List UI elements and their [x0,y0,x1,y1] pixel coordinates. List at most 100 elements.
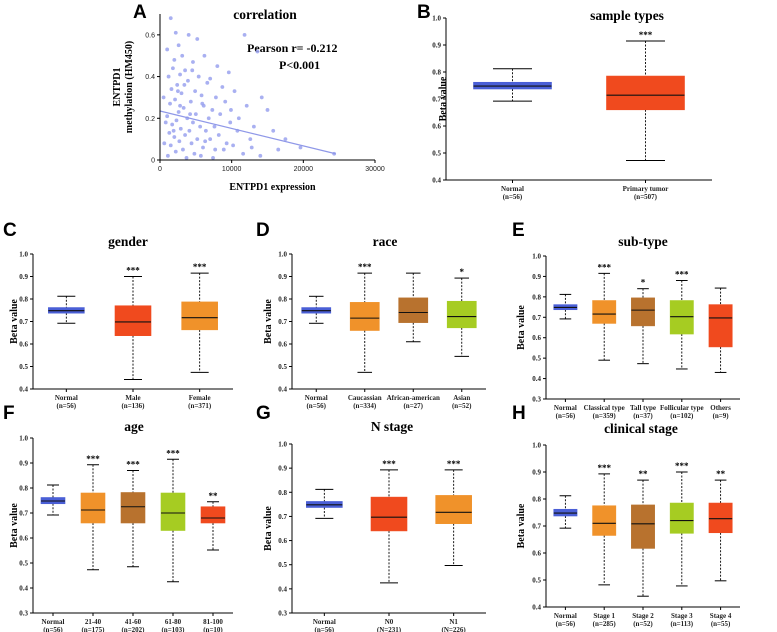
y-tick-label: 0.9 [432,42,441,50]
iqr-box [349,302,380,331]
category-label: Others [710,404,731,412]
scatter-point [213,147,218,152]
significance-marker: ** [716,469,726,479]
scatter-point [232,89,237,94]
box-group: *** Male(n=136) [114,266,152,410]
scatter-point [223,99,228,104]
y-tick-label: 0.6 [532,550,541,558]
category-count: (n=102) [670,412,694,420]
category-label: Normal [554,612,577,620]
scatter-point [208,137,213,142]
y-axis-label: Beta value [516,503,527,548]
y-tick-label: 0.9 [19,273,28,281]
box-group: Normal(n=56) [301,295,332,410]
scatter-point [229,108,233,112]
category-count: (n=334) [353,402,377,410]
y-tick-label: 0.8 [432,69,441,77]
scatter-point [169,87,174,91]
scatter-point [244,103,249,108]
significance-marker: ** [639,469,649,479]
scatter-point [186,78,190,83]
category-count: (n=52) [633,620,653,628]
scatter-point [249,145,254,150]
scatter-point [165,114,170,119]
y-tick-label: 0.5 [278,561,287,569]
category-label: Classical type [584,404,625,412]
scatter-point [173,30,178,35]
significance-marker: *** [382,459,396,469]
box-group: *** 61-80(n=103) [160,448,186,632]
y-tick-label: 0.6 [19,535,28,543]
category-count: (n=103) [161,626,185,632]
box-group: *** Female(n=371) [181,262,218,410]
y-tick-label: 0.7 [532,523,541,531]
scatter-point [271,128,276,133]
y-axis-label: Beta value [263,299,274,344]
panel-title: race [373,234,398,249]
panel-g: G N stage 0.3 0.4 0.5 0.6 0.7 0.8 0.9 1.0 Beta val… [256,403,486,632]
scatter-point [161,95,166,100]
box-group: *** 41-60(n=202) [120,460,146,632]
scatter-point [212,124,217,129]
scatter-point [180,53,185,58]
scatter-point [215,64,220,69]
scatter-point [191,120,195,125]
category-count: (n=56) [315,626,335,632]
iqr-box [398,297,429,323]
scatter-point [198,153,203,158]
category-label: Stage 3 [671,612,693,620]
iqr-box [592,505,617,536]
x-tick-label: 20000 [294,166,314,173]
box-group: *** Stage 3(n=113) [669,461,694,628]
scatter-point [183,133,187,137]
category-count: (n=56) [556,620,576,628]
significance-marker: * [460,267,465,277]
panel-letter-f: F [3,403,15,424]
box-group: ** Stage 4(n=55) [708,469,733,628]
y-tick-label: 1.0 [278,441,287,449]
y-tick-label: 1.0 [532,442,541,450]
scatter-point [205,80,210,85]
y-tick-label: 0.9 [278,273,287,281]
scatter-point [162,141,167,146]
y-tick-label: 0.3 [532,396,541,404]
scatter-point [176,110,181,114]
scatter-point [167,130,172,135]
category-label: N0 [385,618,394,626]
panel-title: clinical stage [604,421,678,436]
category-count: (N=231) [377,626,402,632]
y-tick-label: 0.5 [532,577,541,585]
box-group: *** Primary tumor(n=507) [606,30,685,201]
scatter-point [221,147,226,152]
iqr-box [631,297,655,327]
y-tick-label: 0.7 [19,318,28,326]
scatter-point [193,112,198,117]
iqr-box [200,506,226,524]
box-group: African-american(n=27) [387,272,440,410]
regression-line [159,110,336,155]
category-count: (n=56) [306,402,326,410]
box-group: *** Classical type(n=359) [584,262,625,420]
iqr-box [370,496,408,532]
category-label: 41-60 [125,618,142,626]
scatter-point [195,37,200,41]
x-tick-label: 10000 [222,166,242,173]
category-count: (n=202) [121,626,145,632]
category-label: Asian [453,394,470,402]
scatter-point [190,68,195,73]
scatter-point [170,122,175,127]
box-group: * Tall type(n=37) [630,278,656,420]
box-group: *** 21-40(n=175) [80,454,106,632]
significance-marker: *** [675,461,689,471]
y-tick-label: 0.6 [19,341,28,349]
significance-marker: * [641,278,646,288]
y-tick-label: 0.8 [278,296,287,304]
x-tick-label: 0 [158,166,162,173]
y-tick-label: 0.8 [278,489,287,497]
scatter-point [283,137,288,142]
y-tick-label: 0.4 [278,585,287,593]
